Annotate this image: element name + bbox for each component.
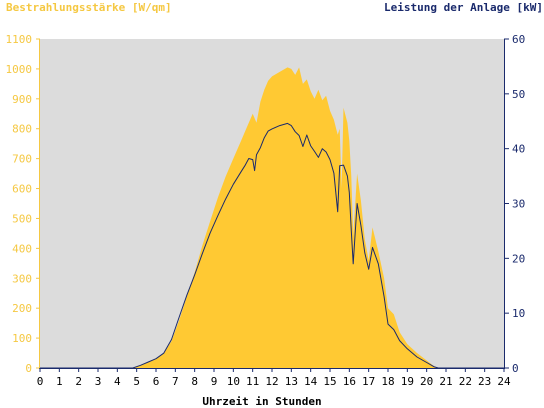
- y-left-tick-label: 600: [12, 183, 32, 196]
- y-right-tick-label: 40: [512, 143, 525, 156]
- right-axis-title: Leistung der Anlage [kW]: [384, 1, 543, 14]
- y-left-tick-label: 100: [12, 332, 32, 345]
- y-left-tick-label: 1100: [6, 33, 33, 46]
- x-tick-label: 13: [285, 375, 298, 388]
- y-right-tick-label: 50: [512, 88, 525, 101]
- x-tick-label: 22: [459, 375, 472, 388]
- x-tick-label: 9: [211, 375, 218, 388]
- series-power-line: [40, 122, 504, 369]
- x-tick-label: 21: [439, 375, 452, 388]
- x-tick-label: 11: [246, 375, 259, 388]
- y-left-tick-label: 800: [12, 123, 32, 136]
- y-left-tick-label: 1000: [6, 63, 33, 76]
- y-right-tick-label: 60: [512, 33, 525, 46]
- x-tick-label: 19: [401, 375, 414, 388]
- x-tick-label: 5: [133, 375, 140, 388]
- x-tick-label: 0: [37, 375, 44, 388]
- x-tick-label: 10: [227, 375, 240, 388]
- ticks-layer: 0100200300400500600700800900100011000102…: [6, 33, 526, 388]
- y-left-tick-label: 300: [12, 272, 32, 285]
- x-tick-label: 20: [420, 375, 433, 388]
- x-tick-label: 24: [497, 375, 511, 388]
- y-right-tick-label: 20: [512, 252, 525, 265]
- y-right-tick-label: 30: [512, 198, 525, 211]
- x-tick-label: 2: [75, 375, 82, 388]
- y-left-tick-label: 700: [12, 153, 32, 166]
- x-tick-label: 14: [304, 375, 318, 388]
- y-left-tick-label: 200: [12, 302, 32, 315]
- x-tick-label: 1: [56, 375, 63, 388]
- x-tick-label: 3: [95, 375, 102, 388]
- x-tick-label: 18: [381, 375, 394, 388]
- x-tick-label: 12: [265, 375, 278, 388]
- x-tick-label: 17: [362, 375, 375, 388]
- x-tick-label: 15: [323, 375, 336, 388]
- x-tick-label: 23: [478, 375, 491, 388]
- left-axis-title: Bestrahlungsstärke [W/qm]: [6, 1, 172, 14]
- series-layer: [40, 67, 504, 369]
- x-tick-label: 16: [343, 375, 356, 388]
- x-axis-title: Uhrzeit in Stunden: [202, 395, 321, 408]
- x-tick-label: 6: [153, 375, 160, 388]
- y-right-tick-label: 10: [512, 307, 525, 320]
- x-tick-label: 4: [114, 375, 121, 388]
- y-left-tick-label: 900: [12, 93, 32, 106]
- series-irradiance-area: [40, 67, 504, 369]
- y-left-tick-label: 400: [12, 242, 32, 255]
- y-left-tick-label: 0: [25, 362, 32, 375]
- x-tick-label: 7: [172, 375, 179, 388]
- y-right-tick-label: 0: [512, 362, 519, 375]
- y-left-tick-label: 500: [12, 212, 32, 225]
- x-tick-label: 8: [191, 375, 198, 388]
